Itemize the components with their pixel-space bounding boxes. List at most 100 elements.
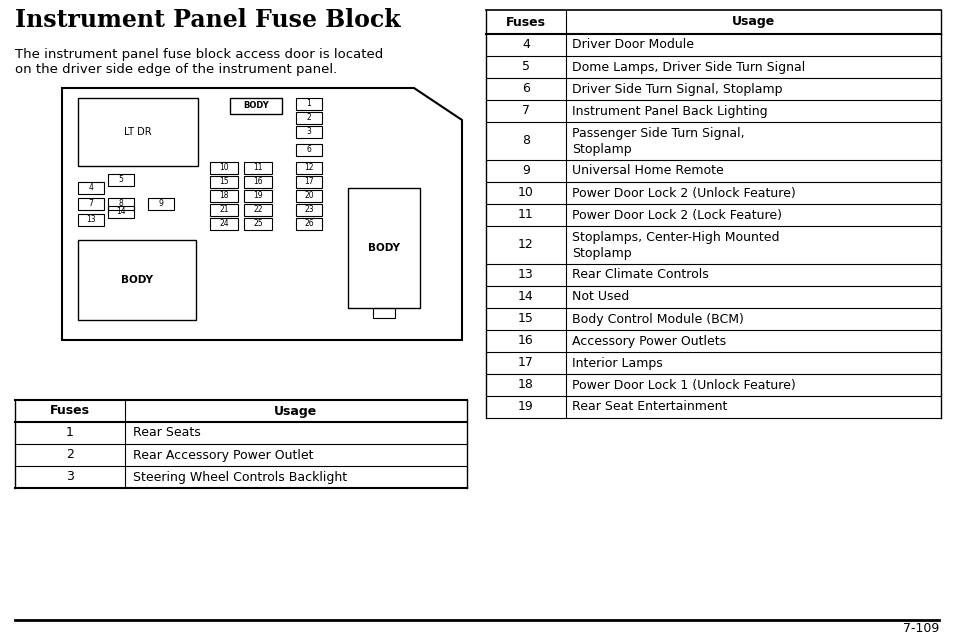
Text: Fuses: Fuses (50, 404, 90, 417)
Text: 7: 7 (521, 105, 530, 117)
Text: 1: 1 (306, 100, 311, 108)
Text: 17: 17 (304, 177, 314, 186)
Text: on the driver side edge of the instrument panel.: on the driver side edge of the instrumen… (15, 63, 337, 76)
Bar (78, 240, 195, 320)
Text: Driver Door Module: Driver Door Module (572, 38, 693, 52)
Text: 10: 10 (219, 163, 229, 172)
Bar (210, 162, 237, 174)
Bar (210, 176, 237, 188)
Text: 14: 14 (116, 207, 126, 216)
Bar (295, 176, 322, 188)
Text: 25: 25 (253, 219, 262, 228)
Text: BODY: BODY (368, 243, 399, 253)
Text: 9: 9 (158, 200, 163, 209)
Text: Not Used: Not Used (572, 290, 629, 304)
Text: 17: 17 (517, 357, 534, 369)
Text: 1: 1 (66, 426, 74, 440)
Bar (210, 204, 237, 216)
Text: 10: 10 (517, 186, 534, 200)
Text: Universal Home Remote: Universal Home Remote (572, 165, 723, 177)
Text: 2: 2 (66, 449, 74, 461)
Text: 16: 16 (253, 177, 262, 186)
Text: Rear Seat Entertainment: Rear Seat Entertainment (572, 401, 726, 413)
Bar (210, 190, 237, 202)
Text: 14: 14 (517, 290, 534, 304)
Bar (295, 190, 322, 202)
Text: 2: 2 (306, 114, 311, 122)
Bar (295, 204, 322, 216)
Text: 21: 21 (219, 205, 229, 214)
Bar (78, 182, 104, 194)
Text: The instrument panel fuse block access door is located: The instrument panel fuse block access d… (15, 48, 383, 61)
Text: 3: 3 (66, 470, 74, 484)
Bar (295, 162, 322, 174)
Text: 12: 12 (517, 239, 534, 251)
Bar (108, 198, 133, 210)
Text: Stoplamp: Stoplamp (572, 247, 631, 260)
Bar (295, 218, 322, 230)
Bar (148, 198, 173, 210)
Text: 7: 7 (89, 200, 93, 209)
Text: Steering Wheel Controls Backlight: Steering Wheel Controls Backlight (132, 470, 347, 484)
Bar (295, 126, 322, 138)
Bar (78, 214, 104, 226)
Bar (244, 204, 272, 216)
Text: Instrument Panel Fuse Block: Instrument Panel Fuse Block (15, 8, 400, 32)
Text: 13: 13 (86, 216, 95, 225)
Text: Rear Seats: Rear Seats (132, 426, 200, 440)
Text: Rear Accessory Power Outlet: Rear Accessory Power Outlet (132, 449, 314, 461)
Text: Instrument Panel Back Lighting: Instrument Panel Back Lighting (572, 105, 767, 117)
Text: Accessory Power Outlets: Accessory Power Outlets (572, 334, 725, 348)
Text: Interior Lamps: Interior Lamps (572, 357, 662, 369)
Text: 4: 4 (521, 38, 529, 52)
Bar (78, 98, 198, 166)
Text: BODY: BODY (121, 275, 152, 285)
Text: 16: 16 (517, 334, 534, 348)
Text: Power Door Lock 2 (Lock Feature): Power Door Lock 2 (Lock Feature) (572, 209, 781, 221)
Text: Power Door Lock 1 (Unlock Feature): Power Door Lock 1 (Unlock Feature) (572, 378, 795, 392)
Bar (295, 98, 322, 110)
Text: 18: 18 (219, 191, 229, 200)
Text: 5: 5 (118, 175, 123, 184)
Text: Passenger Side Turn Signal,: Passenger Side Turn Signal, (572, 127, 744, 140)
Bar (244, 218, 272, 230)
Text: 24: 24 (219, 219, 229, 228)
Text: 6: 6 (306, 145, 311, 154)
Text: 19: 19 (517, 401, 534, 413)
Bar (108, 174, 133, 186)
Text: 20: 20 (304, 191, 314, 200)
Text: BODY: BODY (243, 101, 269, 110)
Text: Body Control Module (BCM): Body Control Module (BCM) (572, 313, 743, 325)
Text: 18: 18 (517, 378, 534, 392)
Text: 15: 15 (219, 177, 229, 186)
Text: Stoplamp: Stoplamp (572, 143, 631, 156)
Bar (373, 308, 395, 318)
Text: 3: 3 (306, 128, 311, 137)
Text: 11: 11 (253, 163, 262, 172)
Text: 9: 9 (521, 165, 529, 177)
Text: 8: 8 (521, 135, 530, 147)
Text: 12: 12 (304, 163, 314, 172)
Text: 7-109: 7-109 (902, 621, 938, 635)
Text: Usage: Usage (274, 404, 317, 417)
Text: 19: 19 (253, 191, 262, 200)
Bar (244, 162, 272, 174)
Text: 6: 6 (521, 82, 529, 96)
Text: 15: 15 (517, 313, 534, 325)
Text: Fuses: Fuses (505, 15, 545, 29)
Bar (108, 206, 133, 218)
Text: LT DR: LT DR (124, 127, 152, 137)
Text: 11: 11 (517, 209, 534, 221)
Text: 23: 23 (304, 205, 314, 214)
Text: Rear Climate Controls: Rear Climate Controls (572, 269, 708, 281)
Bar (295, 144, 322, 156)
Text: Stoplamps, Center-High Mounted: Stoplamps, Center-High Mounted (572, 231, 779, 244)
Text: 5: 5 (521, 61, 530, 73)
Text: Driver Side Turn Signal, Stoplamp: Driver Side Turn Signal, Stoplamp (572, 82, 781, 96)
Bar (210, 218, 237, 230)
Text: 26: 26 (304, 219, 314, 228)
Text: Power Door Lock 2 (Unlock Feature): Power Door Lock 2 (Unlock Feature) (572, 186, 795, 200)
Bar (244, 176, 272, 188)
Bar (78, 198, 104, 210)
Bar (348, 188, 419, 308)
